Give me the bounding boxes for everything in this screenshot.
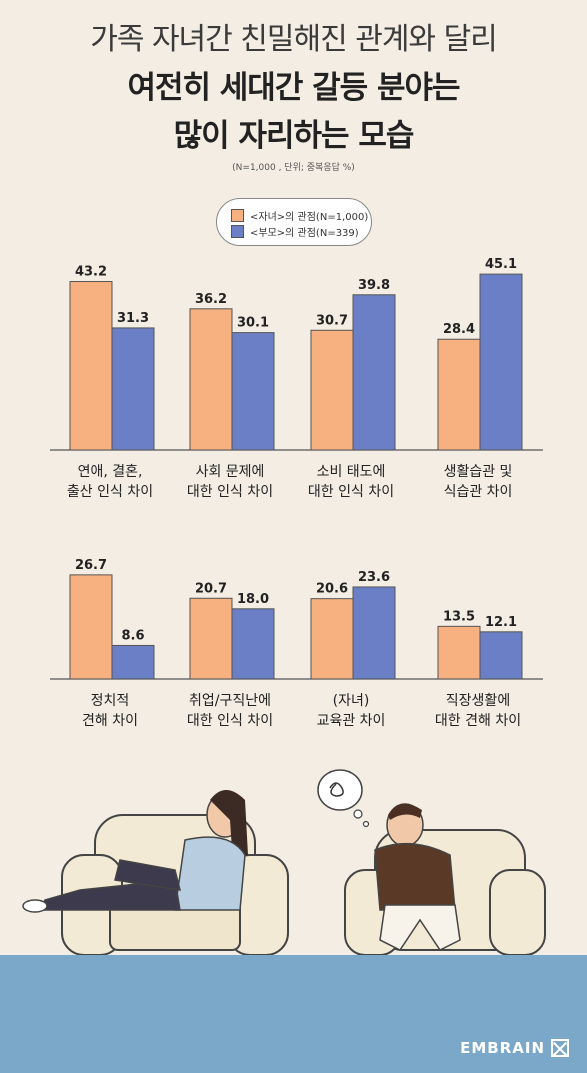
bar-child-5	[69, 574, 113, 680]
value-label-parent-5: 8.6	[121, 628, 144, 643]
bar-child-2	[189, 308, 233, 451]
value-label-parent-3: 39.8	[358, 278, 390, 293]
legend-item-child: <자녀>의 관점(N=1,000)	[231, 208, 369, 223]
value-label-parent-6: 18.0	[237, 592, 269, 607]
category-label-line: 대한 견해 차이	[434, 713, 522, 729]
thought-bubble-icon	[317, 769, 370, 828]
armchair-scene-illustration	[22, 769, 546, 956]
bar-parent-6	[231, 608, 275, 680]
bar-parent-2	[231, 332, 275, 451]
category-label-line: (자녀)	[332, 693, 370, 709]
category-label-7: (자녀) 교육관 차이	[278, 691, 424, 731]
man-illustration	[374, 803, 461, 951]
title-line-2: 여전히 세대간 갈등 분야는	[127, 70, 460, 106]
bar-parent-7	[352, 586, 396, 680]
bar-parent-3	[352, 294, 396, 451]
value-label-parent-7: 23.6	[358, 570, 390, 585]
value-label-parent-2: 30.1	[237, 316, 269, 331]
bar-parent-5	[111, 644, 155, 680]
woman-illustration	[22, 790, 248, 913]
legend: <자녀>의 관점(N=1,000) <부모>의 관점(N=339)	[216, 198, 372, 246]
category-label-line: 견해 차이	[82, 713, 138, 729]
category-label-line: 식습관 차이	[443, 484, 513, 500]
value-label-child-5: 26.7	[75, 558, 107, 573]
value-label-child-3: 30.7	[316, 313, 348, 328]
bar-chart: 43.2 31.3 36.2 30.1 30.7 39.8 28.4 45.1 26.7 8.6 2…	[50, 257, 543, 680]
category-label-line: 사회 문제에	[195, 464, 265, 480]
bar-parent-8	[479, 631, 523, 680]
title-line-3: 많이 자리하는 모습	[173, 118, 415, 154]
bar-parent-4	[479, 273, 523, 451]
value-label-parent-8: 12.1	[485, 615, 517, 630]
title-line-1: 가족 자녀간 친밀해진 관계와 달리	[90, 22, 498, 57]
value-label-parent-1: 31.3	[117, 311, 149, 326]
category-label-line: 교육관 차이	[316, 713, 386, 729]
legend-item-parent: <부모>의 관점(N=339)	[231, 224, 359, 239]
category-label-line: 대한 인식 차이	[186, 484, 274, 500]
category-label-line: 취업/구직난에	[189, 693, 271, 709]
value-label-child-2: 36.2	[195, 292, 227, 307]
value-label-child-8: 13.5	[443, 609, 475, 624]
bar-child-3	[310, 329, 354, 451]
category-label-line: 생활습관 및	[443, 464, 513, 480]
category-label-line: 출산 인식 차이	[66, 484, 154, 500]
value-label-child-4: 28.4	[443, 322, 475, 337]
legend-label-parent: <부모>의 관점(N=339)	[250, 227, 359, 239]
value-label-child-6: 20.7	[195, 581, 227, 596]
category-label-line: 대한 인식 차이	[307, 484, 395, 500]
brand-logo: EMBRAIN	[460, 1039, 569, 1057]
category-label-line: 정치적	[90, 693, 130, 709]
brand-mark-icon	[551, 1039, 569, 1057]
floor-band	[0, 955, 587, 1073]
bar-child-7	[310, 598, 354, 680]
bar-child-4	[437, 338, 481, 451]
chart-note: (N=1,000 , 단위; 중복응답 %)	[232, 163, 355, 173]
category-label-1: 연애, 결혼, 출산 인식 차이	[37, 462, 183, 502]
category-label-line: 직장생활에	[445, 693, 511, 709]
value-label-child-7: 20.6	[316, 582, 348, 597]
category-label-line: 대한 인식 차이	[186, 713, 274, 729]
legend-label-child: <자녀>의 관점(N=1,000)	[250, 211, 369, 223]
bar-child-1	[69, 281, 113, 451]
value-label-child-1: 43.2	[75, 265, 107, 280]
bar-child-6	[189, 597, 233, 680]
category-label-line: 연애, 결혼,	[77, 464, 143, 480]
bar-child-8	[437, 625, 481, 680]
legend-swatch-child	[231, 208, 244, 222]
brand-name: EMBRAIN	[460, 1039, 545, 1057]
value-label-parent-4: 45.1	[485, 257, 517, 272]
bar-parent-1	[111, 327, 155, 451]
legend-swatch-parent	[231, 224, 244, 238]
category-label-line: 소비 태도에	[316, 464, 386, 480]
